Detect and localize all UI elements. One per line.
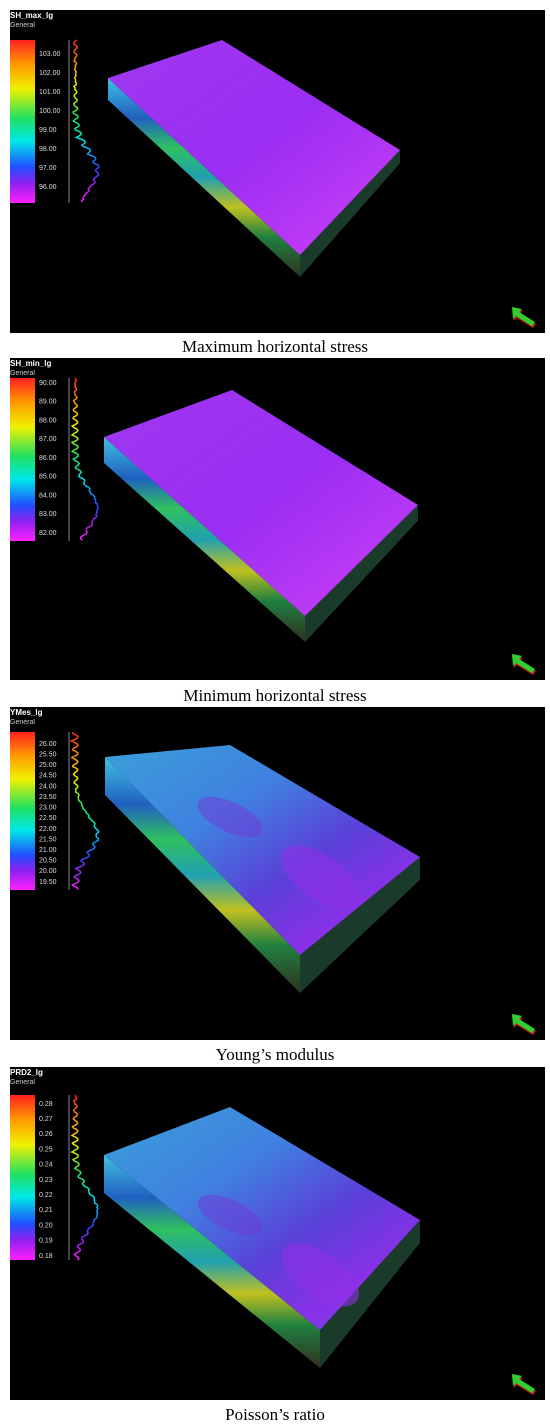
arrow	[512, 1014, 535, 1033]
colorbar-label: 22.00	[39, 826, 57, 833]
colorbar-subtitle: General	[10, 1079, 35, 1086]
colorbar-label: 82.00	[39, 530, 57, 537]
colorbar-label: 90.00	[39, 380, 57, 387]
colorbar-label: 86.00	[39, 455, 57, 462]
colorbar-label: 88.00	[39, 417, 57, 424]
histogram	[70, 1094, 99, 1261]
colorbar-label: 0.26	[39, 1131, 53, 1138]
colorbar-label: 24.50	[39, 773, 57, 780]
colorbar-label: 21.00	[39, 847, 57, 854]
histogram	[69, 731, 100, 890]
texture-blob	[281, 845, 359, 909]
colorbar-label: 87.00	[39, 436, 57, 443]
slab-right-side	[305, 505, 418, 642]
caption: Poisson’s ratio	[225, 1405, 325, 1424]
colorbar-label: 20.50	[39, 858, 57, 865]
colorbar-subtitle: General	[10, 370, 35, 377]
property-name: SH_max_lg	[10, 11, 53, 20]
colorbar-label: 99.00	[39, 127, 57, 134]
colorbar-label: 25.50	[39, 751, 57, 758]
slab-top	[104, 390, 418, 616]
colorbar-label: 20.00	[39, 868, 57, 875]
colorbar-label: 0.28	[39, 1101, 53, 1108]
arrow	[512, 307, 535, 326]
colorbar-label: 101.00	[39, 89, 61, 96]
histogram	[70, 377, 99, 541]
panel: YMes_lg General 26.00 25.50 25.00 24.50 24.00 2…	[10, 707, 545, 1040]
colorbar-label: 25.00	[39, 762, 57, 769]
slab-right-side	[300, 150, 400, 277]
colorbar-label: 96.00	[39, 184, 57, 191]
arrow	[512, 1374, 535, 1393]
colorbar-label: 85.00	[39, 474, 57, 481]
colorbar-label: 0.27	[39, 1116, 53, 1123]
colorbar-label: 84.00	[39, 492, 57, 499]
colorbar-label: 23.50	[39, 794, 57, 801]
colorbar-subtitle: General	[10, 719, 35, 726]
panel: SH_min_lg General 90.00 89.00 88.00 87.00 86.0…	[10, 358, 545, 680]
colorbar-label: 24.00	[39, 783, 57, 790]
slab-left-side	[105, 757, 300, 993]
histogram	[72, 39, 100, 203]
slab-left-side	[104, 437, 305, 642]
colorbar-label: 100.00	[39, 108, 61, 115]
colorbar-label: 102.00	[39, 70, 61, 77]
colorbar-subtitle: General	[10, 22, 35, 29]
texture-blob	[281, 1243, 359, 1307]
slab-left-side	[104, 1155, 320, 1368]
caption: Minimum horizontal stress	[183, 686, 366, 705]
colorbar	[10, 1095, 35, 1260]
texture-blob	[197, 1194, 263, 1236]
arrow	[512, 654, 535, 673]
slab-right-side	[320, 1220, 420, 1368]
colorbar-label: 26.00	[39, 741, 57, 748]
panel: SH_max_lg General 103.00 102.00 101.00 100.00…	[10, 10, 545, 333]
property-name: PRD2_lg	[10, 1068, 43, 1077]
colorbar-label: 103.00	[39, 51, 61, 58]
property-name: YMes_lg	[10, 708, 43, 717]
colorbar-label: 97.00	[39, 165, 57, 172]
colorbar-label: 19.50	[39, 879, 57, 886]
colorbar-label: 83.00	[39, 511, 57, 518]
colorbar-label: 0.22	[39, 1192, 53, 1199]
colorbar	[10, 732, 35, 890]
property-name: SH_min_lg	[10, 359, 51, 368]
caption: Young’s modulus	[216, 1045, 335, 1064]
colorbar-label: 0.25	[39, 1146, 53, 1153]
colorbar-label: 0.18	[39, 1253, 53, 1260]
texture-blob	[197, 796, 263, 838]
colorbar-label: 22.50	[39, 815, 57, 822]
colorbar	[10, 40, 35, 203]
colorbar-label: 0.24	[39, 1162, 53, 1169]
caption: Maximum horizontal stress	[182, 337, 368, 356]
slab-left-side	[108, 78, 300, 277]
colorbar-label: 89.00	[39, 399, 57, 406]
colorbar	[10, 378, 35, 541]
colorbar-label: 0.23	[39, 1177, 53, 1184]
slab-top	[108, 40, 400, 255]
slab-right-side	[300, 857, 420, 993]
colorbar-label: 0.19	[39, 1238, 53, 1245]
colorbar-label: 0.20	[39, 1222, 53, 1229]
colorbar-label: 98.00	[39, 146, 57, 153]
colorbar-label: 0.21	[39, 1207, 53, 1214]
colorbar-label: 23.00	[39, 805, 57, 812]
colorbar-label: 21.50	[39, 836, 57, 843]
panel: PRD2_lg General 0.28 0.27 0.26 0.25 0.24 0.23 0.…	[10, 1067, 545, 1400]
